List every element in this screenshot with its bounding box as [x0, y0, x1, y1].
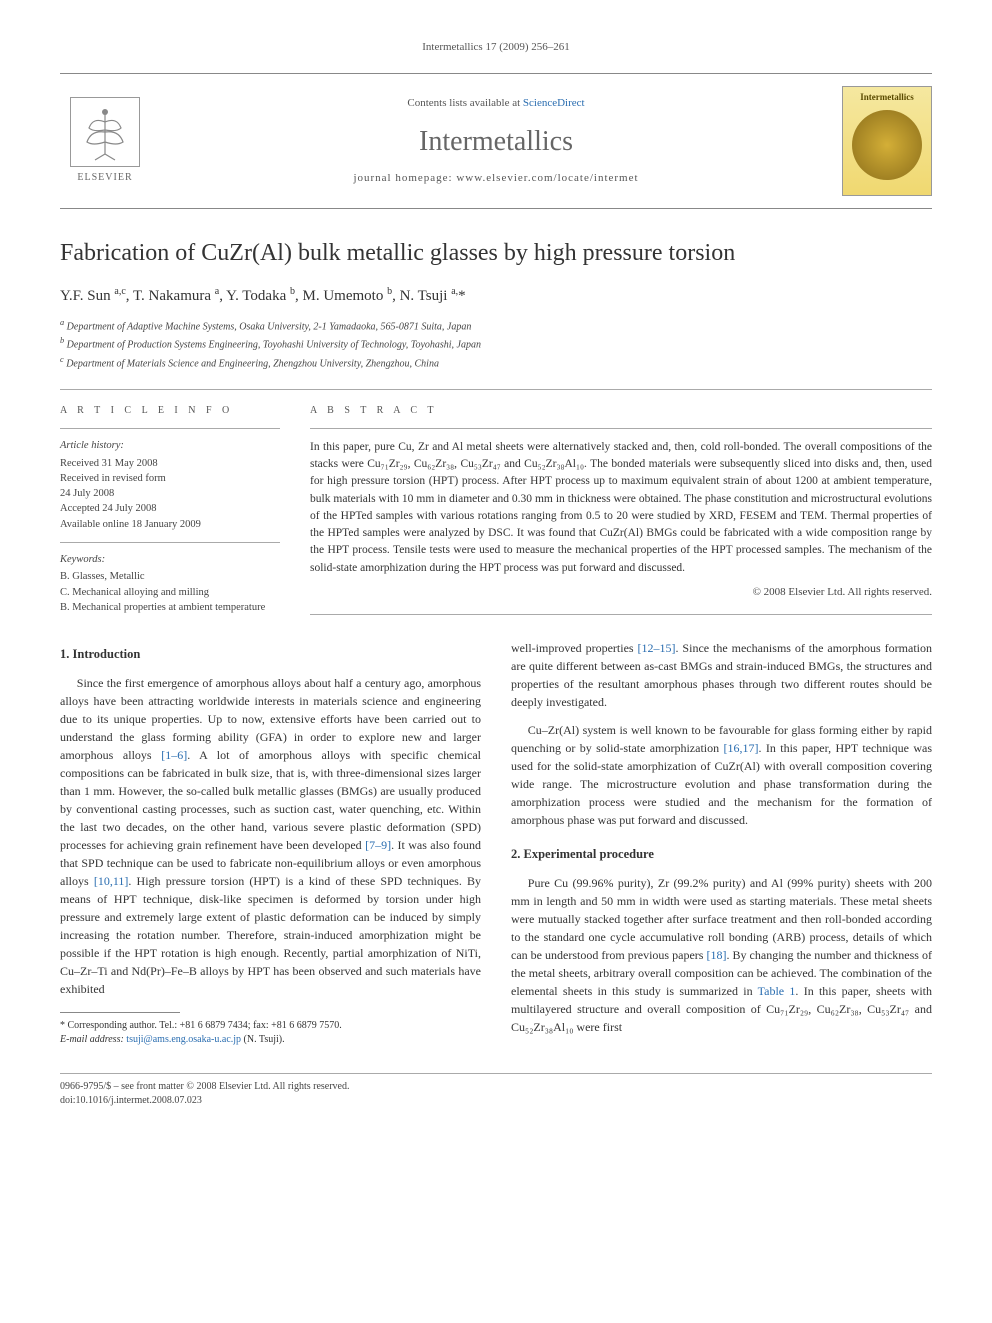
article-info-column: A R T I C L E I N F O Article history: R…	[60, 404, 280, 615]
page-footer: 0966-9795/$ – see front matter © 2008 El…	[60, 1073, 932, 1108]
affiliation-a: a Department of Adaptive Machine Systems…	[60, 317, 932, 334]
affiliation-b: b Department of Production Systems Engin…	[60, 335, 932, 352]
homepage-link[interactable]: www.elsevier.com/locate/intermet	[456, 172, 638, 184]
keywords-text: B. Glasses, MetallicC. Mechanical alloyi…	[60, 569, 280, 615]
divider	[310, 614, 932, 615]
history-label: Article history:	[60, 439, 280, 454]
homepage-line: journal homepage: www.elsevier.com/locat…	[166, 171, 826, 186]
footnote-email-link[interactable]: tsuji@ams.eng.osaka-u.ac.jp	[126, 1034, 241, 1045]
section-1-p2: well-improved properties [12–15]. Since …	[511, 639, 932, 711]
footnote-email-suffix: (N. Tsuji).	[241, 1034, 285, 1045]
footer-line1: 0966-9795/$ – see front matter © 2008 El…	[60, 1080, 932, 1094]
abstract-column: A B S T R A C T In this paper, pure Cu, …	[310, 404, 932, 615]
journal-cover-thumb: Intermetallics	[842, 86, 932, 196]
section-1-p3: Cu–Zr(Al) system is well known to be fav…	[511, 721, 932, 829]
divider	[60, 542, 280, 543]
cover-image-icon	[852, 110, 922, 180]
divider	[60, 428, 280, 429]
article-info-heading: A R T I C L E I N F O	[60, 404, 280, 418]
section-1-heading: 1. Introduction	[60, 645, 481, 664]
article-title: Fabrication of CuZr(Al) bulk metallic gl…	[60, 237, 932, 271]
footnote-email-label: E-mail address:	[60, 1034, 126, 1045]
sciencedirect-link[interactable]: ScienceDirect	[523, 97, 585, 109]
footer-line2: doi:10.1016/j.intermet.2008.07.023	[60, 1094, 932, 1108]
info-abstract-row: A R T I C L E I N F O Article history: R…	[60, 389, 932, 615]
masthead-center: Contents lists available at ScienceDirec…	[166, 96, 826, 186]
authors-line: Y.F. Sun a,c, T. Nakamura a, Y. Todaka b…	[60, 285, 932, 307]
footnote-marker: * Corresponding author. Tel.: +81 6 6879…	[60, 1020, 342, 1031]
header-citation: Intermetallics 17 (2009) 256–261	[60, 40, 932, 55]
journal-title: Intermetallics	[166, 122, 826, 161]
body-columns: 1. Introduction Since the first emergenc…	[60, 639, 932, 1057]
footnote-separator	[60, 1012, 180, 1013]
contents-prefix: Contents lists available at	[407, 97, 522, 109]
abstract-copyright: © 2008 Elsevier Ltd. All rights reserved…	[310, 585, 932, 600]
publisher-block: ELSEVIER	[60, 97, 150, 185]
masthead: ELSEVIER Contents lists available at Sci…	[60, 73, 932, 209]
elsevier-tree-icon	[70, 97, 140, 167]
section-2-p1: Pure Cu (99.96% purity), Zr (99.2% purit…	[511, 874, 932, 1036]
publisher-name: ELSEVIER	[77, 171, 132, 185]
contents-available-line: Contents lists available at ScienceDirec…	[166, 96, 826, 111]
history-text: Received 31 May 2008Received in revised …	[60, 456, 280, 532]
abstract-heading: A B S T R A C T	[310, 404, 932, 418]
section-2-heading: 2. Experimental procedure	[511, 845, 932, 864]
divider	[310, 428, 932, 429]
keywords-label: Keywords:	[60, 553, 280, 568]
cover-label: Intermetallics	[860, 91, 913, 104]
affiliations: a Department of Adaptive Machine Systems…	[60, 317, 932, 371]
corresponding-author-footnote: * Corresponding author. Tel.: +81 6 6879…	[60, 1019, 481, 1047]
section-1-p1: Since the first emergence of amorphous a…	[60, 674, 481, 998]
homepage-prefix: journal homepage:	[353, 172, 456, 184]
affiliation-c: c Department of Materials Science and En…	[60, 354, 932, 371]
abstract-text: In this paper, pure Cu, Zr and Al metal …	[310, 439, 932, 577]
